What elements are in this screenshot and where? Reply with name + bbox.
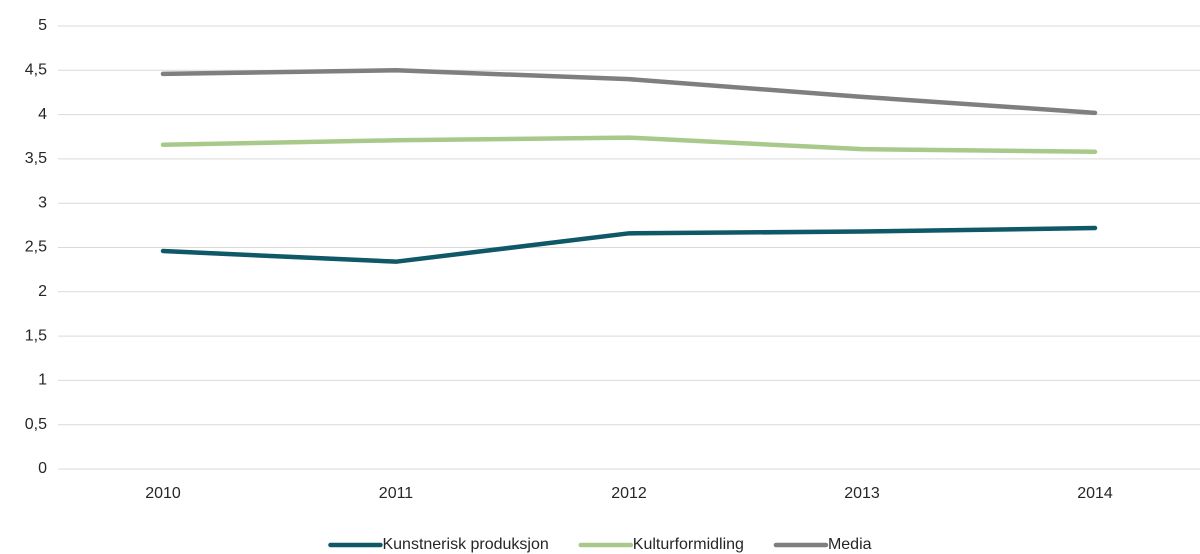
- y-tick-label: 5: [38, 17, 47, 34]
- y-tick-label: 2,5: [25, 239, 47, 256]
- x-tick-label: 2010: [145, 485, 181, 502]
- y-tick-label: 4,5: [25, 62, 47, 79]
- line: [160, 135, 1098, 155]
- y-tick-label: 2: [38, 283, 47, 300]
- x-tick-label: 2011: [379, 485, 414, 502]
- legend-label: Kulturformidling: [633, 536, 744, 553]
- line: [160, 68, 1098, 116]
- x-tick-label: 2014: [1077, 485, 1113, 502]
- x-tick-label: 2012: [611, 485, 647, 502]
- legend-label: Media: [828, 536, 872, 553]
- y-tick-label: 1: [38, 372, 47, 389]
- y-tick-label: 0: [38, 460, 47, 477]
- y-tick-label: 1,5: [25, 327, 47, 344]
- y-tick-label: 3,5: [25, 150, 47, 167]
- y-tick-label: 0,5: [25, 416, 47, 433]
- line: [160, 225, 1098, 264]
- y-tick-label: 3: [38, 194, 47, 211]
- y-tick-label: 4: [38, 106, 47, 123]
- x-tick-label: 2013: [844, 485, 880, 502]
- legend-label: Kunstnerisk produksjon: [382, 536, 548, 553]
